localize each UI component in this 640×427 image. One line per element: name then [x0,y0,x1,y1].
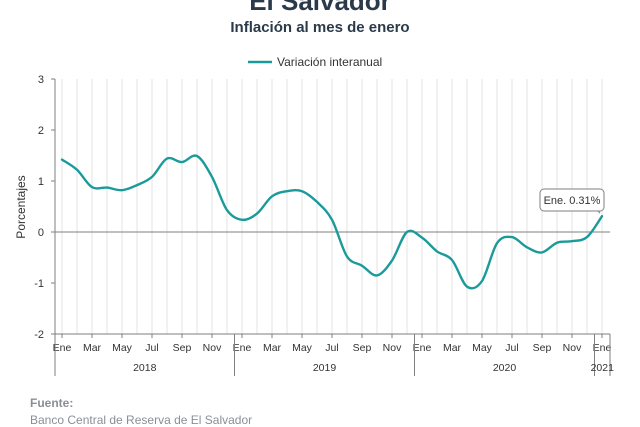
data-point [346,255,348,257]
page-title: El Salvador [249,0,391,16]
y-tick-label: -1 [34,278,44,290]
data-point [541,251,543,253]
y-tick-label: 3 [38,74,44,86]
data-point [481,280,483,282]
data-point [151,176,153,178]
x-tick-label: Jul [505,342,518,354]
data-point [511,236,513,238]
x-tick-label: Mar [443,342,462,354]
data-point [226,209,228,211]
data-point [76,169,78,171]
data-point [436,250,438,252]
data-point [331,219,333,221]
x-axis-ticks: Ene Mar May Jul Sep Nov Ene Mar May Jul Sep Nov Ene M… [53,334,612,354]
y-axis-ticks: 3 2 1 0 -1 -2 [34,74,55,341]
legend: Variación interanual [248,55,382,69]
annotation-box [539,188,605,212]
data-point [271,195,273,197]
data-point [586,236,588,238]
data-point [316,201,318,203]
data-point [136,184,138,186]
y-axis-label: Porcentajes [14,175,28,238]
x-tick-label: Ene [593,342,612,354]
annotation-label: Ene. 0.31% [544,195,601,207]
data-point [256,212,258,214]
data-point [211,176,213,178]
data-point [571,240,573,242]
x-tick-label: Nov [563,342,582,354]
series-line-variacion-interanual [60,154,604,290]
source-title: Fuente: [30,396,74,410]
x-tick-label: May [112,342,133,354]
data-point [451,259,453,261]
x-tick-label: Mar [83,342,102,354]
x-tick-label: Sep [353,342,372,354]
x-tick-label: Ene [53,342,72,354]
data-point [406,231,408,233]
data-point [466,285,468,287]
year-label: 2020 [493,362,517,374]
data-point [181,161,183,163]
x-tick-label: Sep [173,342,192,354]
x-tick-label: Sep [533,342,552,354]
data-point [526,246,528,248]
x-tick-label: Nov [203,342,222,354]
y-tick-label: 1 [38,176,44,188]
data-point [496,242,498,244]
x-tick-label: Nov [383,342,402,354]
data-point [421,236,423,238]
data-point [196,155,198,157]
data-point [121,189,123,191]
data-point [106,186,108,188]
annotation-callout: Ene. 0.31% [539,188,605,214]
x-tick-label: May [472,342,493,354]
legend-label: Variación interanual [277,55,382,69]
data-point [241,219,243,221]
data-point [301,190,303,192]
data-point [601,215,603,217]
year-label: 2019 [313,362,337,374]
x-tick-label: Mar [263,342,282,354]
x-tick-label: Ene [233,342,252,354]
year-label: 2021 [591,362,615,374]
year-label: 2018 [133,362,157,374]
data-point [166,157,168,159]
source-text: Banco Central de Reserva de El Salvador [30,413,253,427]
x-tick-label: Jul [325,342,338,354]
data-point [61,158,63,160]
data-point [376,274,378,276]
x-tick-label: May [292,342,313,354]
y-tick-label: 0 [38,227,44,239]
x-tick-label: Jul [145,342,158,354]
year-labels: 2018 2019 2020 2021 [54,334,615,376]
x-tick-label: Ene [413,342,432,354]
y-tick-label: -2 [34,329,44,341]
data-point [556,242,558,244]
data-point [361,264,363,266]
y-tick-label: 2 [38,125,44,137]
data-point [91,186,93,188]
vertical-gridlines [61,79,603,334]
data-point [391,259,393,261]
chart-subtitle: Inflación al mes de enero [230,19,410,36]
data-point [286,190,288,192]
